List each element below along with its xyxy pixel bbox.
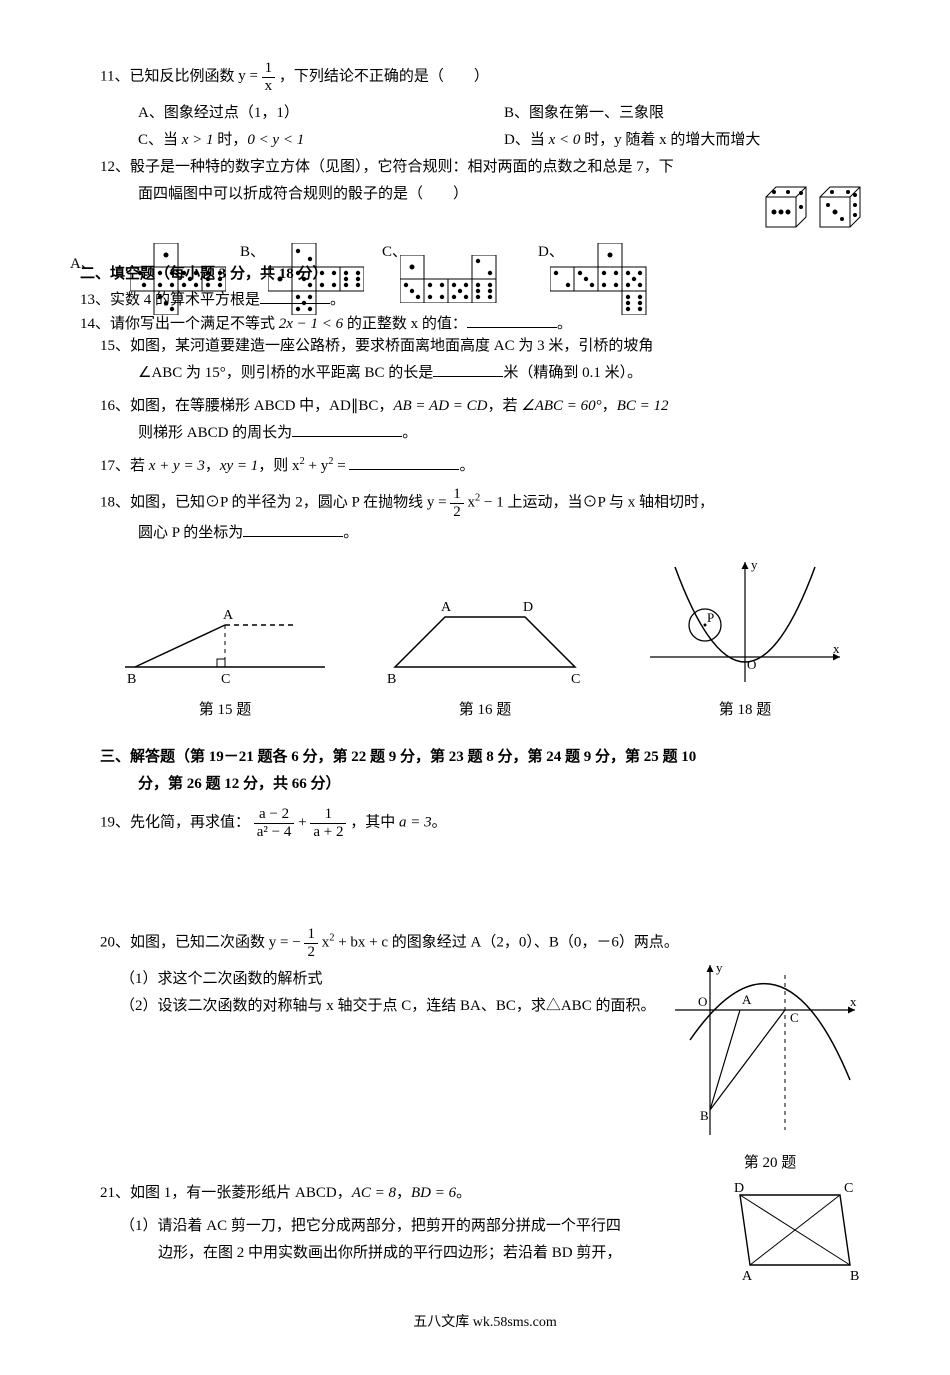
svg-text:P: P	[707, 610, 714, 625]
q12-dice-3d	[760, 181, 870, 237]
q17-blank	[349, 455, 459, 470]
dice-net-c	[400, 255, 520, 303]
svg-text:A: A	[742, 992, 752, 1007]
q11-opt-c: C、当 x > 1 时，0 < y < 1	[138, 127, 504, 154]
dice-net-d	[550, 243, 670, 315]
svg-text:y: y	[751, 557, 758, 572]
q12-nets-row: A、 B、	[100, 243, 870, 333]
svg-text:B: B	[387, 672, 396, 687]
q11-opt-d: D、当 x < 0 时，y 随着 x 的增大而增大	[504, 127, 870, 154]
q11-stem-a: 11、已知反比例函数	[100, 68, 238, 84]
svg-text:C: C	[571, 672, 580, 687]
page-footer: 五八文库 wk.58sms.com	[100, 1310, 870, 1335]
q16: 16、如图，在等腰梯形 ABCD 中，AD∥BC，AB = AD = CD，若 …	[100, 393, 870, 447]
fig-16: A D B C 第 16 题	[375, 597, 595, 724]
q18-blank	[243, 522, 343, 537]
q14-blank	[467, 313, 557, 328]
svg-text:x: x	[850, 994, 857, 1009]
q11-options: A、图象经过点（1，1） B、图象在第一、三象限 C、当 x > 1 时，0 <…	[100, 100, 870, 154]
fig-20: A B C O x y 第 20 题	[670, 960, 870, 1177]
q21: 21、如图 1，有一张菱形纸片 ABCD，AC = 8，BD = 6。	[100, 1180, 720, 1207]
svg-text:x: x	[833, 641, 840, 656]
svg-text:A: A	[223, 608, 234, 623]
svg-text:A: A	[742, 1269, 753, 1280]
svg-text:O: O	[747, 657, 756, 672]
svg-text:B: B	[700, 1108, 709, 1123]
fig-15: A B C 第 15 题	[125, 597, 325, 724]
sec3-head: 三、解答题（第 19－21 题各 6 分，第 22 题 9 分，第 23 题 8…	[100, 744, 870, 798]
svg-text:O: O	[698, 994, 707, 1009]
q11-stem-b: ，下列结论不正确的是（ ）	[279, 68, 489, 84]
q13-blank	[260, 289, 330, 304]
q15: 15、如图，某河道要建造一座公路桥，要求桥面离地面高度 AC 为 3 米，引桥的…	[100, 333, 870, 387]
svg-text:D: D	[523, 600, 533, 615]
svg-text:C: C	[790, 1010, 799, 1025]
q17: 17、若 x + y = 3，xy = 1，则 x2 + y2 = 。	[100, 453, 870, 480]
q21-p1l1: （1）请沿着 AC 剪一刀，把它分成两部分，把剪开的两部分拼成一个平行四	[100, 1213, 720, 1240]
figs-row-15-16-18: A B C 第 15 题 A D B C 第 16 题 P O x y	[100, 557, 870, 724]
svg-text:B: B	[127, 672, 136, 687]
q12: 12、骰子是一种特的数字立方体（见图），它符合规则：相对两面的点数之和总是 7，…	[100, 154, 870, 237]
q11-opt-b: B、图象在第一、三象限	[504, 100, 870, 127]
q11: 11、已知反比例函数 y = 1 x ，下列结论不正确的是（ ）	[100, 60, 870, 94]
q11-formula: y = 1 x	[238, 68, 279, 84]
q21-p1l2: 边形，在图 2 中用实数画出你所拼成的平行四边形；若沿着 BD 剪开，	[100, 1240, 720, 1267]
svg-text:A: A	[441, 600, 452, 615]
fig-21: D C A B	[730, 1180, 870, 1290]
q12-line2: 面四幅图中可以折成符合规则的骰子的是（ ）	[100, 181, 760, 208]
q20: 20、如图，已知二次函数 y = − 1 2 x2 + bx + c 的图象经过…	[100, 926, 870, 960]
q11-opt-a: A、图象经过点（1，1）	[138, 100, 504, 127]
svg-text:B: B	[850, 1269, 859, 1280]
q19: 19、先化简，再求值： a − 2 a² − 4 + 1 a + 2 ，其中 a…	[100, 806, 870, 840]
q14: 14、请你写出一个满足不等式 2x − 1 < 6 的正整数 x 的值：。	[80, 311, 572, 338]
fig-18: P O x y 第 18 题	[645, 557, 845, 724]
svg-text:C: C	[844, 1181, 853, 1196]
svg-text:C: C	[221, 672, 230, 687]
svg-text:D: D	[734, 1181, 744, 1196]
q18: 18、如图，已知⊙P 的半径为 2，圆心 P 在抛物线 y = 1 2 x2 −…	[100, 486, 870, 547]
q16-blank	[292, 422, 402, 437]
q15-blank	[433, 362, 503, 377]
svg-text:y: y	[716, 960, 723, 975]
q21-wrap: 21、如图 1，有一张菱形纸片 ABCD，AC = 8，BD = 6。 （1）请…	[100, 1180, 870, 1290]
q12-line1: 12、骰子是一种特的数字立方体（见图），它符合规则：相对两面的点数之和总是 7，…	[100, 154, 870, 181]
sec2-head: 二、填空题（每小题 3 分，共 18 分）	[80, 261, 328, 288]
q13: 13、实数 4 的算术平方根是。	[80, 287, 345, 314]
